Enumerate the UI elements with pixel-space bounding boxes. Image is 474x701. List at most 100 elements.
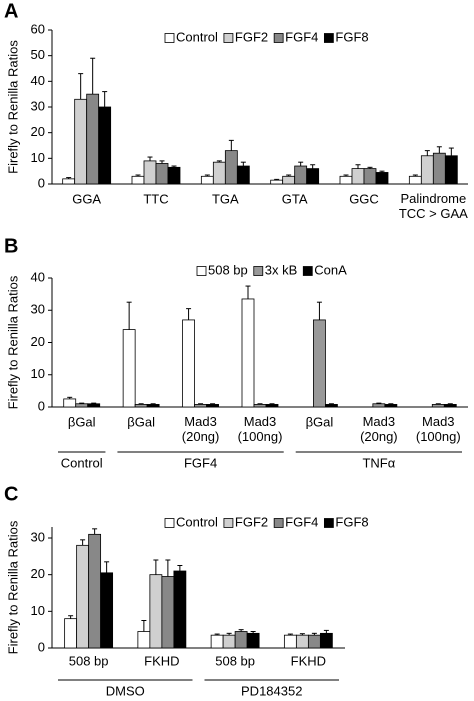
legend-label: Control <box>176 29 218 44</box>
bar <box>270 179 284 185</box>
legend-swatch <box>273 33 284 43</box>
bar <box>75 403 89 408</box>
y-tick-label: 10 <box>31 366 45 381</box>
bar <box>222 634 236 649</box>
bar <box>137 631 151 649</box>
bar <box>408 175 422 185</box>
legend-label: FGF4 <box>285 514 318 529</box>
y-tick-label: 40 <box>31 269 45 284</box>
bar <box>63 398 77 408</box>
panel-letter: B <box>4 235 18 257</box>
x-tick-label: Mad3 (20ng) <box>182 414 220 444</box>
legend-swatch <box>302 266 313 276</box>
bar <box>246 632 260 649</box>
y-tick-label: 10 <box>31 150 45 165</box>
y-tick-label: 50 <box>31 47 45 62</box>
bar <box>146 404 160 408</box>
legend-swatch <box>196 266 207 276</box>
bar <box>384 404 398 408</box>
group-label: Control <box>61 455 103 470</box>
y-tick-label: 0 <box>38 175 45 190</box>
bar <box>206 404 219 408</box>
bar <box>86 93 100 185</box>
bar <box>62 178 76 185</box>
y-tick-label: 20 <box>31 566 45 581</box>
x-tick-label: βGal <box>306 414 334 429</box>
y-tick-label: 30 <box>31 529 45 544</box>
bar <box>234 631 248 649</box>
legend-swatch <box>164 33 175 43</box>
group-label: TNFα <box>362 455 395 470</box>
bar <box>173 570 187 649</box>
y-tick-label: 0 <box>38 398 45 413</box>
legend-swatch <box>323 33 334 43</box>
bar <box>375 172 389 185</box>
bar <box>134 404 148 408</box>
bar <box>210 634 224 649</box>
x-tick-label: Mad3 (100ng) <box>238 414 283 444</box>
y-tick-label: 20 <box>31 334 45 349</box>
x-tick-label: GGA <box>72 191 101 206</box>
y-axis-label: Firefly to Renilla Ratios <box>5 520 20 654</box>
legend-swatch <box>223 518 234 528</box>
bar <box>161 576 175 649</box>
bar <box>432 152 446 185</box>
bar <box>236 165 250 185</box>
legend-label: FGF2 <box>235 29 268 44</box>
bar <box>319 632 333 649</box>
bar <box>265 404 279 408</box>
bar <box>306 168 320 185</box>
x-tick-label: FKHD <box>291 653 326 668</box>
bar <box>131 175 145 185</box>
bar <box>100 572 114 649</box>
bar <box>444 155 458 185</box>
bar <box>351 168 365 185</box>
bar <box>420 155 434 185</box>
y-axis-label: Firefly to Renilla Ratios <box>5 40 20 174</box>
bar <box>88 533 102 649</box>
legend-swatch <box>273 518 284 528</box>
legend-label: FGF4 <box>285 29 318 44</box>
bar <box>282 175 296 185</box>
y-tick-label: 30 <box>31 302 45 317</box>
panel-letter: A <box>4 0 18 22</box>
bar <box>182 319 195 408</box>
bar <box>431 404 445 408</box>
bar <box>194 404 207 408</box>
x-tick-label: 508 bp <box>69 653 109 668</box>
bar <box>76 544 90 649</box>
y-tick-label: 10 <box>31 603 45 618</box>
bar <box>167 166 181 185</box>
x-tick-label: TGA <box>212 191 239 206</box>
x-tick-label: GGC <box>349 191 379 206</box>
bar <box>87 403 101 408</box>
legend-swatch <box>164 518 175 528</box>
x-tick-label: Palindrome TCC > GAA <box>399 191 468 221</box>
panel: A Firefly to Renilla Ratios 0 10 20 30 40 50 60 G… <box>4 0 468 221</box>
bar <box>295 634 309 649</box>
bar <box>155 163 169 185</box>
legend-swatch <box>223 33 234 43</box>
legend-label: ConA <box>314 262 347 277</box>
bar <box>241 298 255 408</box>
y-tick-label: 40 <box>31 73 45 88</box>
legend-swatch <box>323 518 334 528</box>
bar <box>339 175 353 185</box>
bar <box>212 161 226 185</box>
group-label: FGF4 <box>184 455 217 470</box>
x-tick-label: βGal <box>127 414 155 429</box>
legend-label: 3x kB <box>265 262 298 277</box>
y-tick-label: 20 <box>31 124 45 139</box>
x-tick-label: TTC <box>143 191 168 206</box>
y-axis-label: Firefly to Renilla Ratios <box>5 275 20 409</box>
panel: B Firefly to Renilla Ratios 0 10 20 30 40 βGal β… <box>4 235 468 470</box>
panel: C Firefly to Renilla Ratios 0 10 20 30 508 bp F… <box>4 483 369 698</box>
x-tick-label: GTA <box>282 191 308 206</box>
legend-label: FGF2 <box>235 514 268 529</box>
legend-label: FGF8 <box>335 29 368 44</box>
bar <box>307 634 321 649</box>
bar <box>325 404 338 408</box>
bar <box>224 150 238 185</box>
y-tick-label: 0 <box>38 639 45 654</box>
